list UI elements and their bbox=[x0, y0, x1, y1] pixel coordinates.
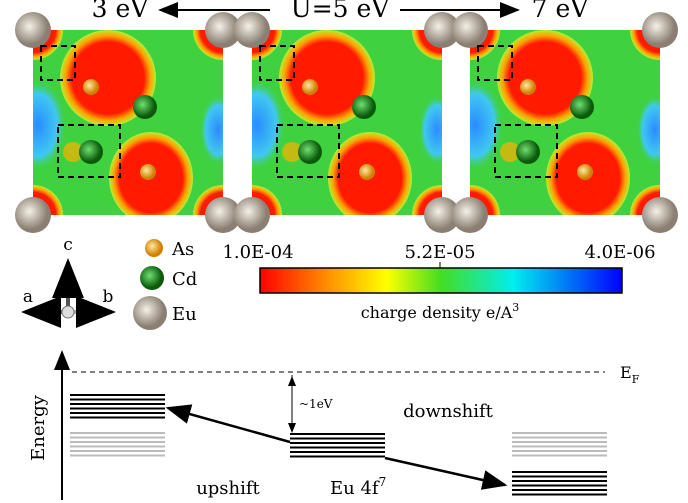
axes-icon bbox=[21, 258, 116, 328]
colorbar-tick: 5.2E-05 bbox=[404, 242, 475, 263]
legend-swatch bbox=[140, 266, 164, 290]
label: ~1eV bbox=[299, 397, 333, 411]
label: downshift bbox=[403, 401, 494, 422]
arrow bbox=[384, 456, 508, 490]
label: Eu 4f7 bbox=[330, 475, 386, 499]
axis-label: c bbox=[63, 235, 73, 255]
axis-label: Energy bbox=[28, 394, 49, 461]
colorbar bbox=[259, 267, 623, 294]
legend-label: As bbox=[171, 239, 194, 260]
text: charge density e/A bbox=[361, 303, 513, 322]
label: 7 eV bbox=[532, 0, 590, 23]
density-map bbox=[440, 0, 688, 245]
label: upshift bbox=[196, 478, 260, 499]
label: EF bbox=[620, 363, 640, 386]
legend-swatch bbox=[133, 296, 167, 330]
colorbar-tick: 1.0E-04 bbox=[222, 242, 293, 263]
density-map bbox=[222, 0, 472, 245]
axis-label: b bbox=[103, 287, 114, 307]
text: F bbox=[632, 373, 640, 386]
legend-label: Cd bbox=[172, 269, 197, 290]
arrow bbox=[165, 404, 291, 444]
colorbar-tick: 4.0E-06 bbox=[584, 242, 655, 263]
label: 3 eV bbox=[92, 0, 150, 23]
text: Eu 4f bbox=[330, 478, 380, 499]
legend-swatch bbox=[145, 239, 163, 257]
text: 7 bbox=[379, 475, 387, 489]
text: 3 bbox=[512, 301, 519, 314]
density-map bbox=[3, 0, 253, 245]
colorbar-label: charge density e/A3 bbox=[361, 301, 520, 322]
legend-label: Eu bbox=[172, 304, 197, 325]
text: E bbox=[620, 363, 632, 382]
axis-label: a bbox=[23, 287, 33, 307]
levels bbox=[70, 394, 607, 496]
label: U=5 eV bbox=[291, 0, 391, 23]
